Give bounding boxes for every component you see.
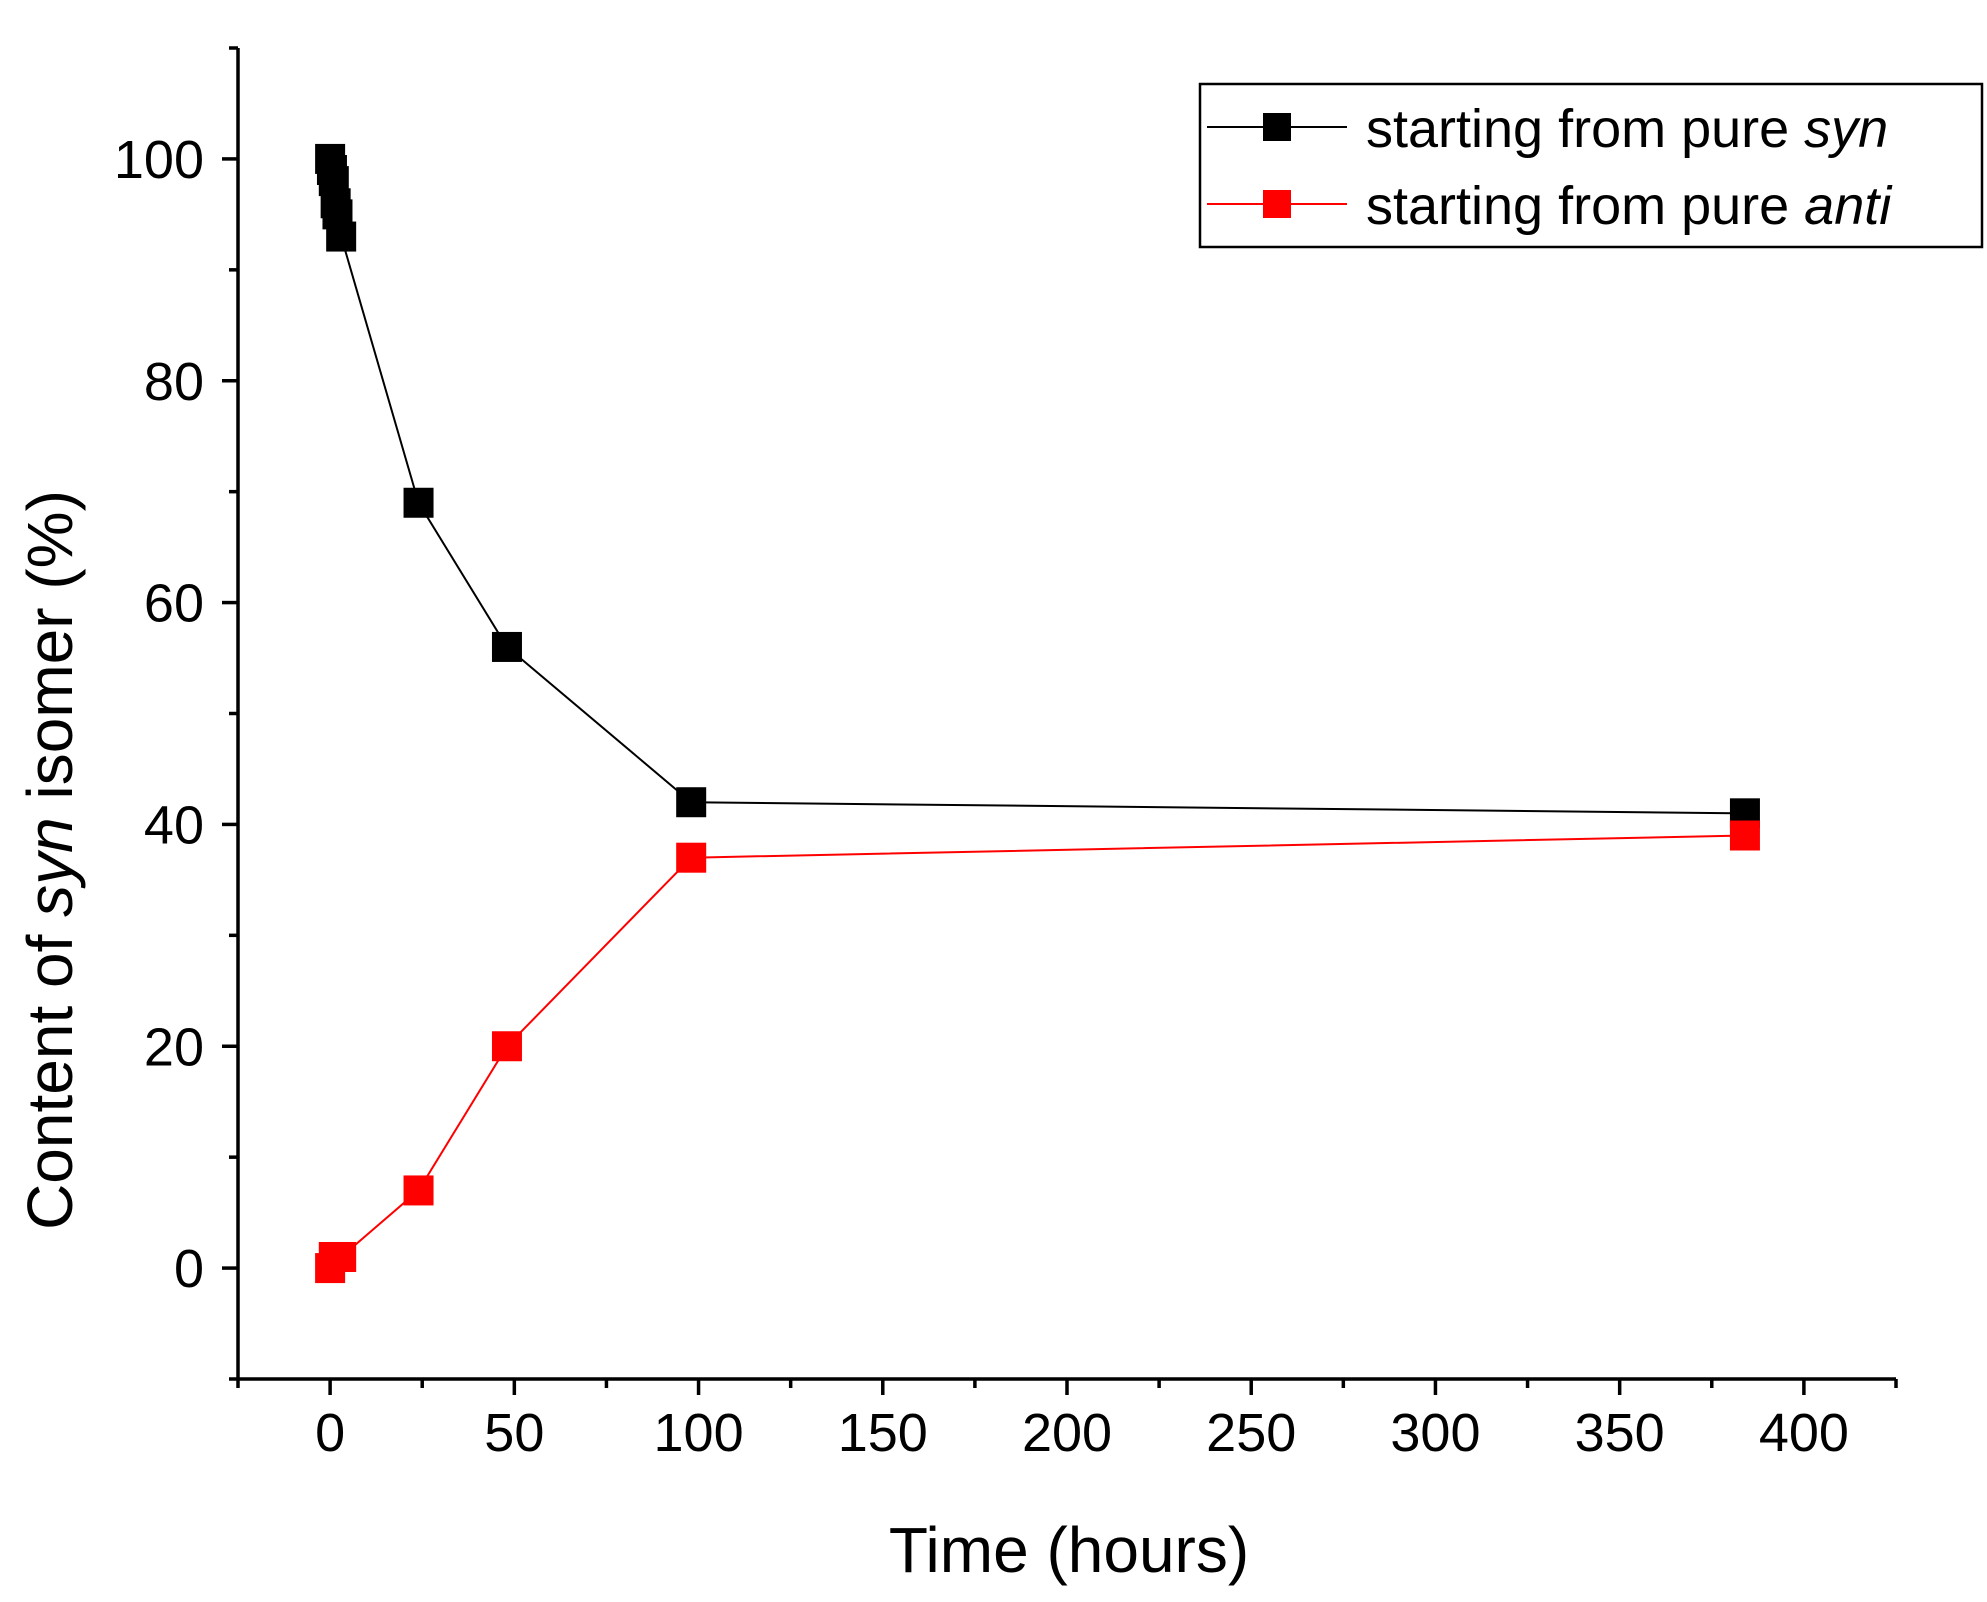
data-point-anti — [676, 842, 707, 873]
legend-box — [1198, 82, 1984, 249]
y-tick-label: 100 — [114, 130, 204, 190]
series-line-anti — [329, 834, 1745, 1269]
y-tick-label: 0 — [174, 1239, 204, 1299]
y-axis-title-suffix: isomer (%) — [14, 490, 86, 817]
legend-label-syn-italic: syn — [1804, 99, 1888, 159]
x-tick-label: 200 — [1022, 1403, 1112, 1463]
series-line-syn — [329, 158, 1745, 815]
tick-labels: 0 50 100 150 200 250 300 350 400 0 20 40 60 80 100 — [114, 130, 1849, 1463]
data-point-syn — [491, 631, 522, 662]
legend-label-anti-prefix: starting from pure — [1366, 176, 1804, 236]
x-tick-label: 300 — [1390, 1403, 1480, 1463]
x-tick-label: 0 — [315, 1403, 345, 1463]
x-tick-label: 150 — [838, 1403, 928, 1463]
x-tick-label: 350 — [1575, 1403, 1665, 1463]
x-tick-label: 100 — [654, 1403, 744, 1463]
legend: starting from pure syn starting from pur… — [1198, 82, 1984, 249]
x-tick-label: 50 — [484, 1403, 544, 1463]
y-tick-label: 20 — [144, 1017, 204, 1077]
plot-area — [315, 143, 1760, 1284]
legend-label-syn-prefix: starting from pure — [1366, 99, 1804, 159]
x-tick-label: 250 — [1206, 1403, 1296, 1463]
legend-entry-anti: starting from pure anti — [1207, 176, 1893, 236]
legend-label-anti: starting from pure anti — [1366, 176, 1893, 236]
legend-marker-syn — [1263, 113, 1291, 141]
axes: 0 50 100 150 200 250 300 350 400 0 20 40 60 80 100 — [114, 46, 1898, 1463]
data-point-anti — [403, 1175, 434, 1206]
legend-label-anti-italic: anti — [1804, 176, 1893, 236]
x-axis-title: Time (hours) — [889, 1514, 1249, 1586]
data-point-syn — [403, 487, 434, 518]
data-point-anti — [1729, 820, 1760, 851]
x-tick-label: 400 — [1759, 1403, 1849, 1463]
data-point-syn — [326, 221, 357, 252]
y-tick-label: 80 — [144, 352, 204, 412]
legend-entry-syn: starting from pure syn — [1207, 99, 1888, 159]
data-point-anti — [491, 1031, 522, 1062]
legend-label-syn: starting from pure syn — [1366, 99, 1888, 159]
y-axis-title-italic: syn — [14, 817, 86, 917]
y-tick-label: 40 — [144, 795, 204, 855]
y-tick-label: 60 — [144, 574, 204, 634]
ticks — [222, 46, 1898, 1395]
y-axis-title-prefix: Content of — [14, 917, 86, 1230]
data-point-anti — [326, 1241, 357, 1272]
data-point-syn — [676, 787, 707, 818]
y-axis-title: Content of syn isomer (%) — [14, 490, 86, 1230]
legend-marker-anti — [1263, 190, 1291, 218]
